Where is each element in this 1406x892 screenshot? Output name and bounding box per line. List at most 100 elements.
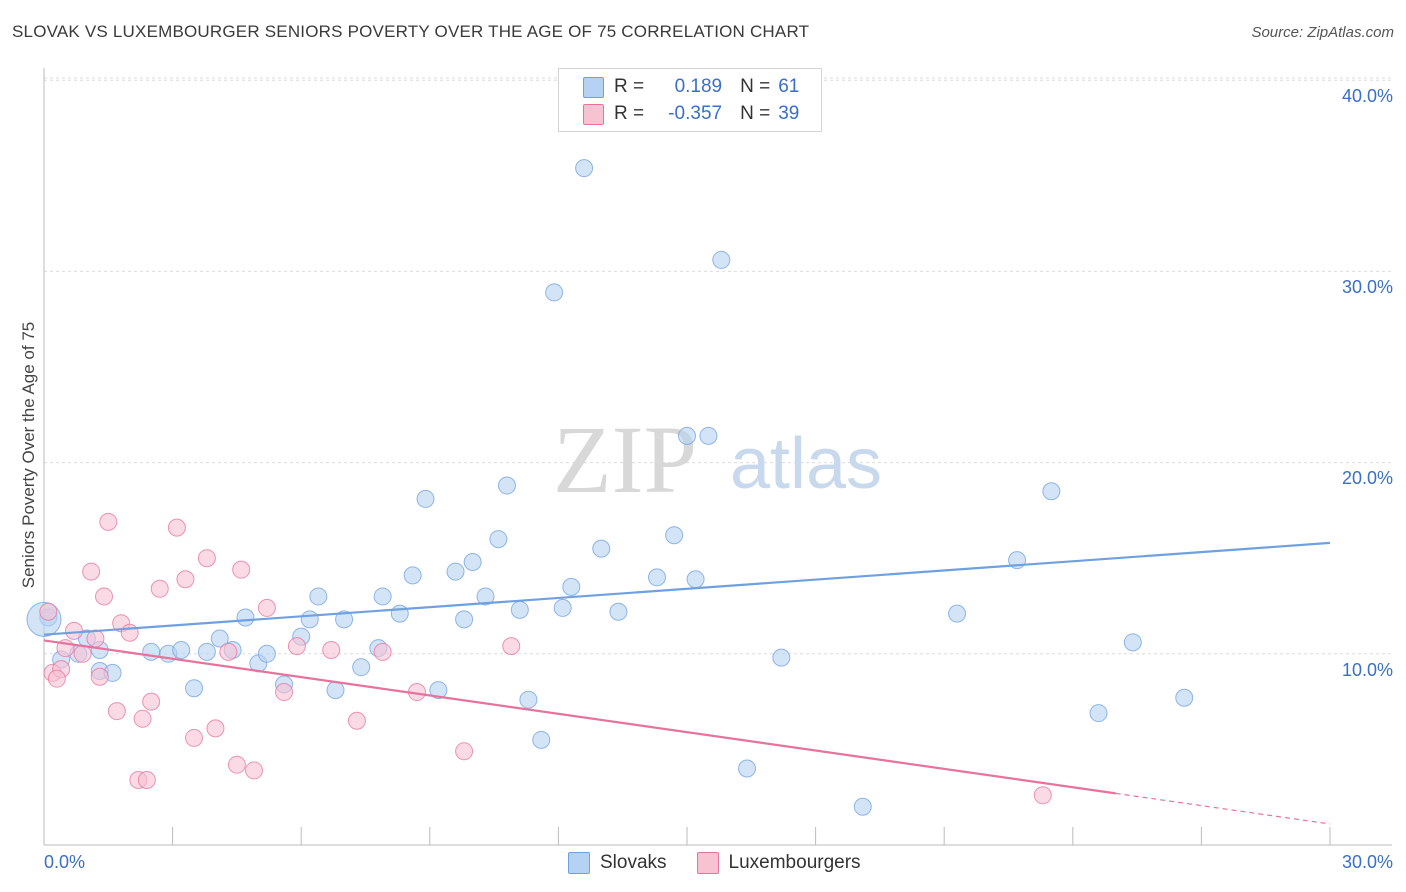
legend-row-luxembourgers: R = -0.357 N = 39: [583, 103, 799, 125]
data-point-luxembourgers: [133, 709, 152, 728]
data-point-luxembourgers: [142, 692, 161, 711]
watermark-atlas: atlas: [730, 424, 882, 504]
data-point-slovaks: [257, 644, 276, 663]
data-point-luxembourgers: [86, 629, 105, 648]
trend-line-luxembourgers: [43, 639, 1116, 795]
data-point-slovaks: [326, 681, 345, 700]
axes: [43, 68, 1392, 846]
data-point-slovaks: [686, 570, 705, 589]
source-label: Source: ZipAtlas.com: [1251, 24, 1394, 41]
data-point-slovaks: [1175, 688, 1194, 707]
data-point-luxembourgers: [47, 669, 66, 688]
data-point-slovaks: [1123, 633, 1142, 652]
data-point-luxembourgers: [39, 602, 58, 621]
data-point-slovaks: [1042, 482, 1061, 501]
data-point-slovaks: [948, 604, 967, 623]
data-point-slovaks: [403, 566, 422, 585]
legend-n-value: 61: [778, 76, 800, 97]
trend-line-extension-luxembourgers: [1115, 792, 1331, 825]
data-point-slovaks: [772, 648, 791, 667]
legend-swatch-slovaks: [568, 852, 590, 874]
data-point-luxembourgers: [245, 761, 264, 780]
data-point-slovaks: [738, 759, 757, 778]
legend-r-value: -0.357: [668, 103, 723, 124]
data-point-luxembourgers: [219, 642, 238, 661]
data-point-slovaks: [390, 604, 409, 623]
points: [26, 159, 1194, 816]
data-point-luxembourgers: [455, 742, 474, 761]
data-point-luxembourgers: [82, 562, 101, 581]
data-point-luxembourgers: [347, 711, 366, 730]
data-point-slovaks: [236, 608, 255, 627]
data-point-slovaks: [853, 797, 872, 816]
data-point-slovaks: [545, 283, 564, 302]
data-point-luxembourgers: [65, 621, 84, 640]
data-point-slovaks: [309, 587, 328, 606]
data-point-luxembourgers: [322, 640, 341, 659]
data-point-slovaks: [532, 730, 551, 749]
data-point-slovaks: [463, 553, 482, 572]
data-point-luxembourgers: [107, 702, 126, 721]
data-point-luxembourgers: [257, 598, 276, 617]
data-point-luxembourgers: [232, 560, 251, 579]
legend-item-luxembourgers[interactable]: Luxembourgers: [696, 852, 861, 874]
data-point-slovaks: [300, 610, 319, 629]
data-point-slovaks: [497, 476, 516, 495]
series-legend: Slovaks Luxembourgers: [568, 852, 891, 874]
data-point-slovaks: [185, 679, 204, 698]
data-point-slovaks: [210, 629, 229, 648]
data-point-slovaks: [699, 426, 718, 445]
data-point-luxembourgers: [150, 579, 169, 598]
legend-item-slovaks[interactable]: Slovaks: [568, 852, 667, 874]
data-point-slovaks: [712, 250, 731, 269]
y-tick-label-40: 40.0%: [1341, 86, 1393, 106]
y-tick-label-20: 20.0%: [1341, 468, 1393, 488]
data-point-luxembourgers: [137, 770, 156, 789]
data-point-slovaks: [455, 610, 474, 629]
x-tick-label-min: 0.0%: [44, 852, 86, 872]
data-point-luxembourgers: [90, 667, 109, 686]
legend-row-slovaks: R = 0.189 N = 61: [583, 76, 799, 98]
watermark-zip: ZIP: [553, 406, 697, 513]
legend-swatch-luxembourgers: [583, 103, 604, 125]
data-point-luxembourgers: [120, 623, 139, 642]
data-point-slovaks: [429, 681, 448, 700]
data-point-slovaks: [553, 598, 572, 617]
legend-n-label: N =: [740, 76, 771, 97]
data-point-slovaks: [446, 562, 465, 581]
watermark: ZIP atlas: [553, 406, 882, 513]
data-point-slovaks: [172, 640, 191, 659]
y-tick-label-10: 10.0%: [1341, 660, 1393, 680]
data-point-slovaks: [352, 658, 371, 677]
data-point-slovaks: [1089, 704, 1108, 723]
data-point-slovaks: [489, 530, 508, 549]
legend-label-slovaks: Slovaks: [600, 852, 667, 873]
data-point-slovaks: [665, 526, 684, 545]
y-tick-label-30: 30.0%: [1341, 277, 1393, 297]
data-point-slovaks: [519, 690, 538, 709]
data-point-luxembourgers: [275, 683, 294, 702]
data-point-luxembourgers: [95, 587, 114, 606]
x-tick-label-max: 30.0%: [1341, 852, 1393, 872]
data-point-slovaks: [575, 159, 594, 178]
data-point-luxembourgers: [99, 512, 118, 531]
legend-label-luxembourgers: Luxembourgers: [728, 852, 861, 873]
data-point-slovaks: [335, 610, 354, 629]
legend-r-label: R =: [614, 103, 645, 124]
data-point-slovaks: [592, 539, 611, 558]
legend-r-label: R =: [614, 76, 645, 97]
data-point-slovaks: [510, 600, 529, 619]
data-point-slovaks: [476, 587, 495, 606]
data-point-slovaks: [562, 577, 581, 596]
legend-n-value: 39: [778, 103, 800, 124]
legend-swatch-luxembourgers: [696, 852, 719, 874]
data-point-slovaks: [373, 587, 392, 606]
correlation-legend: R = 0.189 N = 61 R = -0.357 N = 39: [558, 68, 822, 132]
legend-n-label: N =: [740, 103, 771, 124]
data-point-slovaks: [416, 489, 435, 508]
data-point-luxembourgers: [227, 755, 246, 774]
data-point-slovaks: [678, 426, 696, 445]
data-point-slovaks: [609, 602, 628, 621]
data-point-slovaks: [142, 642, 161, 661]
